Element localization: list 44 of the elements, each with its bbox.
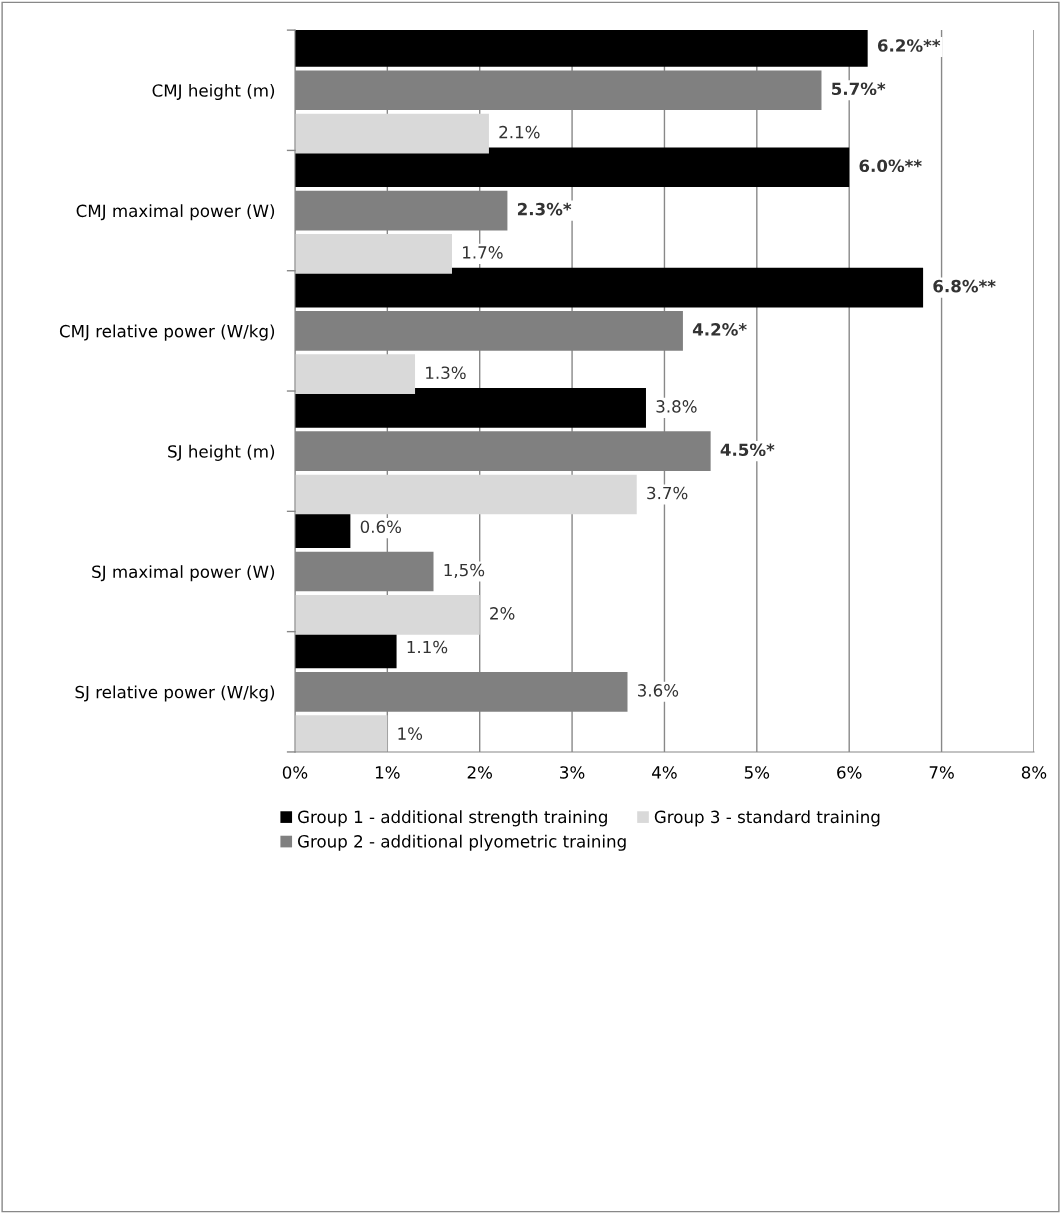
data-label: 2.1% [499, 125, 540, 139]
x-tick-label: 5% [744, 766, 770, 779]
y-tick-label: SJ maximal power (W) [92, 565, 275, 582]
legend-label: Group 1 - additional strength training [298, 810, 607, 827]
data-label: 6.8%** [933, 279, 996, 293]
data-label: 6.2%** [877, 39, 941, 52]
bar [294, 354, 416, 395]
legend-label: Group 2 - additional plyometric training [298, 834, 626, 851]
x-tick-label: 4% [652, 766, 677, 779]
data-label: 1,5% [444, 563, 485, 579]
data-label: 3.7% [647, 486, 688, 500]
x-tick-label: 7% [929, 766, 954, 779]
data-label: 3.6% [638, 684, 679, 697]
x-tick-label: 6% [837, 766, 862, 779]
data-label: 0.6% [360, 520, 402, 534]
x-tick-label: 2% [467, 766, 493, 779]
data-label: 2% [490, 607, 515, 620]
bar [294, 388, 646, 428]
data-label: 4.5%* [720, 443, 775, 457]
data-label: 1.1% [407, 640, 448, 654]
x-tick-label: 0% [282, 766, 308, 779]
y-tick-label: SJ relative power (W/kg) [75, 685, 275, 702]
x-tick-label: 8% [1021, 766, 1047, 779]
data-label: 1% [398, 727, 423, 740]
bar [294, 147, 850, 188]
bar [294, 267, 924, 308]
y-tick-label: CMJ height (m) [152, 83, 275, 101]
bar [294, 113, 489, 154]
bar [294, 594, 480, 635]
data-label: 1.7% [463, 246, 503, 259]
x-tick-label: 1% [375, 766, 400, 779]
data-label: 4.2%* [692, 323, 747, 336]
data-label: 6.0%** [859, 159, 922, 173]
x-tick-label: 3% [560, 766, 585, 779]
data-label: 5.7%* [832, 82, 886, 96]
legend-label: Group 3 - standard training [654, 810, 880, 827]
bar [294, 474, 637, 515]
data-label: 2.3%* [517, 202, 572, 216]
data-label: 3.8% [656, 400, 697, 413]
data-label: 1.3% [426, 366, 466, 380]
y-tick-label: CMJ maximal power (W) [76, 204, 275, 221]
y-tick-label: SJ height (m) [168, 444, 275, 461]
bar [294, 234, 452, 274]
y-tick-label: CMJ relative power (W/kg) [59, 324, 275, 341]
